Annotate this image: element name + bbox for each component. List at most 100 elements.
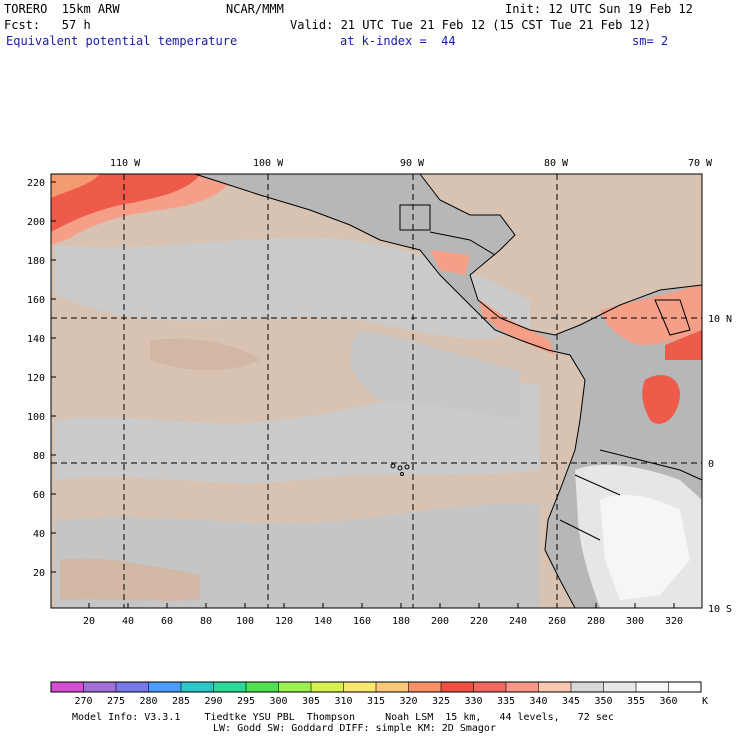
warm-core <box>51 174 100 198</box>
x-tick-label: 80 <box>200 616 212 627</box>
colorbar-label: 275 <box>107 696 125 707</box>
colorbar-swatch <box>83 682 117 692</box>
x-tick-label: 160 <box>353 616 371 627</box>
x-tick-label: 280 <box>587 616 605 627</box>
colorbar-label: 280 <box>139 696 157 707</box>
lon-label: 80 W <box>544 158 569 169</box>
lon-label: 100 W <box>253 158 284 169</box>
lon-labels: 110 W 100 W 90 W 80 W 70 W <box>110 158 713 169</box>
colorbar-label: 300 <box>269 696 287 707</box>
highland-region <box>600 494 690 600</box>
y-tick-label: 140 <box>27 334 45 345</box>
y-tick-label: 220 <box>27 178 45 189</box>
lat-labels: 10 N 0 10 S <box>708 314 732 615</box>
x-tick-label: 180 <box>392 616 410 627</box>
lat-label: 10 N <box>708 314 732 325</box>
colorbar: 270 275 280 285 290 295 300 305 310 315 320 325 330 3… <box>50 681 708 707</box>
warm-region <box>480 300 555 355</box>
colorbar-swatch <box>441 682 474 692</box>
warm-core <box>665 330 702 360</box>
colorbar-swatch <box>376 682 409 692</box>
colorbar-label: 330 <box>464 696 482 707</box>
y-tick-label: 200 <box>27 217 45 228</box>
organization: NCAR/MMM <box>226 2 284 16</box>
colorbar-swatch <box>278 682 312 692</box>
field-name: Equivalent potential temperature <box>6 34 238 48</box>
colorbar-swatch <box>408 682 442 692</box>
colorbar-label: 305 <box>302 696 320 707</box>
lon-label: 70 W <box>688 158 713 169</box>
forecast-hour: Fcst: 57 h <box>4 18 91 32</box>
x-tick-label: 240 <box>509 616 527 627</box>
colorbar-label: 290 <box>204 696 222 707</box>
field-band <box>349 330 520 420</box>
colorbar-swatch <box>603 682 637 692</box>
y-tick-label: 40 <box>33 529 45 540</box>
lon-label: 90 W <box>400 158 425 169</box>
init-time: Init: 12 UTC Sun 19 Feb 12 <box>505 2 693 16</box>
smoothing-value: sm= 2 <box>632 34 669 48</box>
x-tick-label: 60 <box>161 616 173 627</box>
graticule <box>51 174 702 608</box>
y-tick-label: 180 <box>27 256 45 267</box>
y-tick-label: 20 <box>33 568 45 579</box>
colorbar-swatches <box>51 682 702 692</box>
y-tick-label: 100 <box>27 412 45 423</box>
y-tick-label: 120 <box>27 373 45 384</box>
x-tick-label: 140 <box>314 616 332 627</box>
lat-label: 0 <box>708 459 714 470</box>
land-mass <box>195 174 702 608</box>
colorbar-label: 360 <box>659 696 677 707</box>
field-band <box>150 338 260 371</box>
colorbar-labels: 270 275 280 285 290 295 300 305 310 315 320 325 330 3… <box>74 696 677 707</box>
colorbar-label: 355 <box>627 696 645 707</box>
field-band <box>55 380 540 483</box>
warm-core <box>642 375 680 424</box>
map-panel: 110 W 100 W 90 W 80 W 70 W 10 N 0 10 S 2… <box>27 158 732 627</box>
warm-region <box>430 250 470 275</box>
colorbar-swatch <box>571 682 604 692</box>
x-tick-labels: 20 40 60 80 100 120 140 160 180 200 220 … <box>83 616 683 627</box>
map-frame <box>50 173 703 609</box>
colorbar-label: 325 <box>432 696 450 707</box>
colorbar-label: 315 <box>367 696 385 707</box>
axis-ticks <box>51 181 675 608</box>
colorbar-swatch <box>636 682 669 692</box>
x-tick-label: 120 <box>275 616 293 627</box>
colorbar-swatch <box>51 682 84 692</box>
colorbar-swatch <box>343 682 377 692</box>
y-tick-label: 160 <box>27 295 45 306</box>
field-band <box>60 558 200 601</box>
lon-label: 110 W <box>110 158 141 169</box>
colorbar-swatch <box>181 682 214 692</box>
colorbar-swatch <box>538 682 572 692</box>
x-tick-label: 100 <box>236 616 254 627</box>
field-band <box>55 237 530 339</box>
galapagos-islands <box>390 463 410 476</box>
vertical-level: at k-index = 44 <box>340 34 456 48</box>
colorbar-swatch <box>213 682 247 692</box>
colorbar-label: 345 <box>562 696 580 707</box>
colorbar-swatch <box>311 682 344 692</box>
colorbar-label: 285 <box>172 696 190 707</box>
colorbar-label: 350 <box>594 696 612 707</box>
model-info: Model Info: V3.3.1 Tiedtke YSU PBL Thomp… <box>72 712 614 723</box>
colorbar-label: 270 <box>74 696 92 707</box>
colorbar-label: 310 <box>334 696 352 707</box>
x-tick-label: 260 <box>548 616 566 627</box>
colorbar-label: 295 <box>237 696 255 707</box>
colorbar-frame <box>50 681 702 693</box>
colorbar-swatch <box>668 682 702 692</box>
colorbar-label: 340 <box>529 696 547 707</box>
x-tick-label: 200 <box>431 616 449 627</box>
colorbar-swatch <box>473 682 507 692</box>
x-tick-label: 300 <box>626 616 644 627</box>
colorbar-swatch <box>148 682 182 692</box>
model-name: TORERO 15km ARW <box>4 2 120 16</box>
colorbar-label: 320 <box>399 696 417 707</box>
x-tick-label: 20 <box>83 616 95 627</box>
colorbar-swatch <box>246 682 279 692</box>
x-tick-label: 220 <box>470 616 488 627</box>
coastlines <box>194 173 703 609</box>
y-tick-label: 60 <box>33 490 45 501</box>
